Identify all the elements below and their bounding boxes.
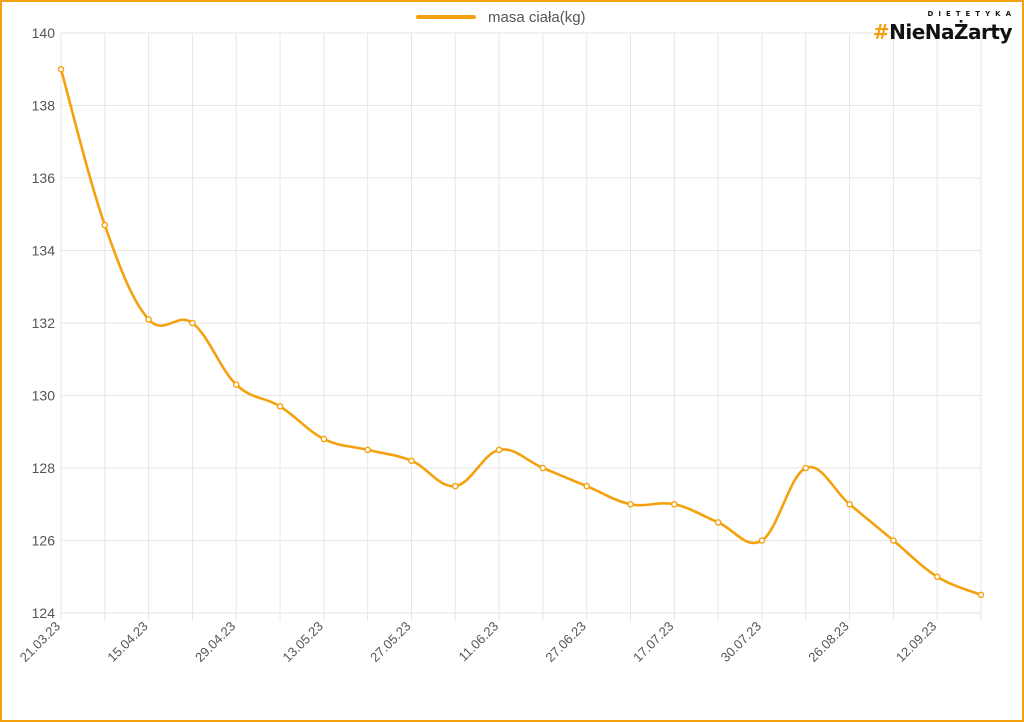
data-point bbox=[320, 435, 328, 443]
data-point bbox=[57, 65, 65, 73]
x-tick-label: 17.07.23 bbox=[630, 619, 676, 665]
data-point bbox=[101, 221, 109, 229]
y-tick-label: 140 bbox=[32, 25, 56, 41]
data-point bbox=[539, 464, 547, 472]
data-point bbox=[890, 537, 897, 544]
data-point bbox=[495, 446, 503, 454]
brand-name: #NieNaŻarty bbox=[872, 20, 1013, 44]
y-tick-label: 134 bbox=[32, 243, 56, 259]
y-tick-label: 126 bbox=[32, 533, 56, 549]
data-point bbox=[977, 591, 985, 599]
x-tick-label: 29.04.23 bbox=[192, 619, 238, 665]
x-tick-label: 30.07.23 bbox=[718, 619, 764, 665]
data-point bbox=[671, 500, 678, 508]
data-point bbox=[232, 381, 240, 388]
y-tick-label: 132 bbox=[32, 315, 56, 331]
data-point bbox=[758, 537, 766, 544]
data-point bbox=[189, 319, 196, 327]
data-point bbox=[846, 500, 853, 508]
x-axis-tick-labels: 21.03.23 15.04.23 29.04.23 13.05.23 27.05.23… bbox=[17, 619, 940, 665]
grid-lines bbox=[60, 32, 982, 621]
brand-logo: DIETETYKA #NieNaŻarty bbox=[872, 10, 1013, 44]
x-tick-label: 12.09.23 bbox=[893, 619, 939, 665]
x-tick-label: 13.05.23 bbox=[280, 619, 326, 665]
data-points bbox=[57, 65, 985, 599]
brand-hash: # bbox=[872, 20, 890, 44]
x-tick-label: 27.05.23 bbox=[367, 619, 413, 665]
data-point bbox=[408, 457, 415, 465]
data-point bbox=[933, 573, 941, 581]
data-point bbox=[583, 482, 591, 490]
series-line bbox=[59, 68, 982, 597]
data-point bbox=[627, 500, 634, 508]
x-tick-label: 15.04.23 bbox=[104, 619, 150, 665]
x-tick-label: 27.06.23 bbox=[542, 619, 588, 665]
x-tick-label: 21.03.23 bbox=[17, 619, 63, 665]
legend-label: masa ciała(kg) bbox=[488, 9, 586, 26]
data-point bbox=[802, 464, 810, 472]
brand-tagline: DIETETYKA bbox=[927, 10, 1016, 18]
data-point bbox=[276, 403, 284, 410]
y-tick-label: 128 bbox=[32, 460, 56, 476]
legend: masa ciała(kg) bbox=[416, 9, 586, 26]
data-point bbox=[714, 519, 722, 526]
y-tick-label: 124 bbox=[32, 605, 56, 621]
y-tick-label: 136 bbox=[32, 170, 56, 186]
y-tick-label: 138 bbox=[32, 98, 56, 114]
data-point bbox=[451, 482, 459, 490]
y-axis-tick-labels: 124 126 128 130 132 134 136 138 140 bbox=[32, 25, 56, 621]
brand-wordmark: NieNaŻarty bbox=[889, 20, 1012, 44]
y-tick-label: 130 bbox=[32, 388, 56, 404]
data-point bbox=[364, 446, 371, 454]
x-tick-label: 11.06.23 bbox=[456, 619, 502, 665]
data-point bbox=[145, 316, 152, 323]
x-tick-label: 26.08.23 bbox=[805, 619, 851, 665]
